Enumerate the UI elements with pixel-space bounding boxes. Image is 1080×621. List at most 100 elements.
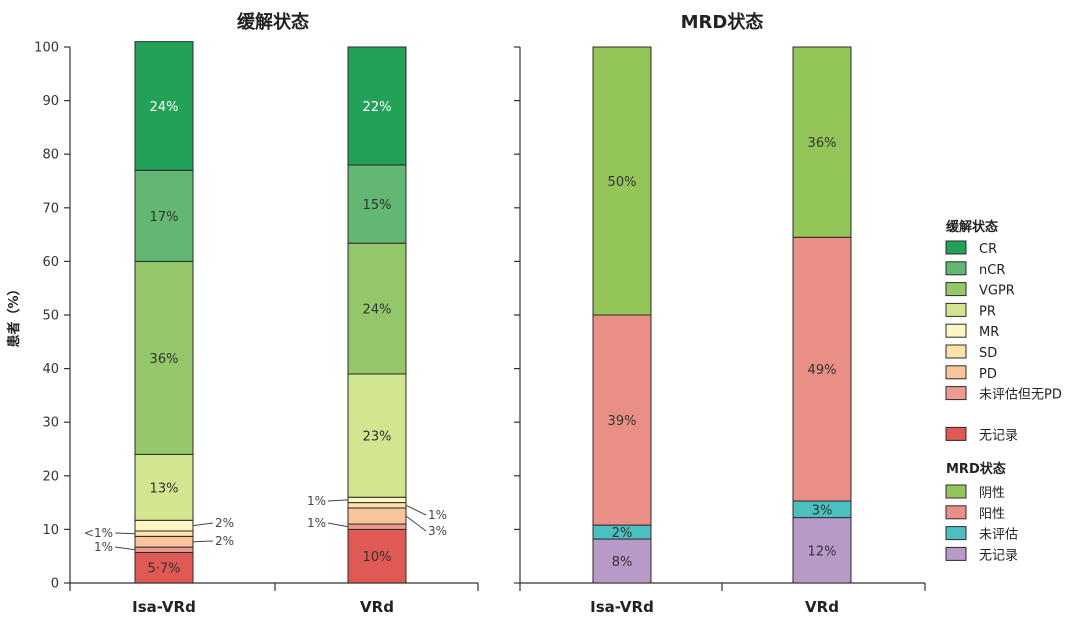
legend-swatch (945, 386, 967, 401)
bar-segment (134, 535, 194, 548)
legend-label: 阳性 (979, 507, 1005, 522)
bar-segment (134, 453, 194, 521)
data-label: 24% (363, 303, 392, 318)
bar-segment (347, 496, 407, 504)
data-label: 5·7% (147, 562, 180, 577)
legend-label: 未评估 (979, 528, 1018, 543)
y-tick-label: 90 (42, 94, 59, 109)
data-label: 1% (307, 494, 326, 508)
bar-segment (134, 546, 194, 553)
data-label: 15% (363, 198, 392, 213)
legend-label: PR (979, 304, 996, 319)
x-category-label: VRd (805, 598, 839, 616)
legend-label: SD (979, 346, 997, 361)
label-leader-line (114, 532, 136, 535)
y-tick-label: 50 (42, 309, 59, 324)
legend-swatch (945, 365, 967, 380)
legend-swatch (945, 546, 967, 561)
y-tick-label: 60 (42, 255, 59, 270)
bar-segment (347, 507, 407, 525)
legend-label: PD (979, 367, 997, 382)
bar-segment (347, 523, 407, 530)
legend-label: nCR (979, 263, 1005, 278)
y-tick-label: 0 (51, 577, 59, 592)
data-label: 8% (612, 555, 633, 570)
data-label: 12% (808, 544, 837, 559)
mrd-status-panel: MRD状态 Isa-VRd VRd 8% 2% 39% 50% 12% 3% 49% 36% (514, 11, 926, 616)
data-label: 2% (215, 516, 234, 530)
bar-segment (592, 538, 652, 584)
label-leader-line (405, 515, 427, 532)
legend: 缓解状态 CR nCR VGPR PR MR SD PD 未评估但无PD 无记录 MRD状态阴性阳性… (945, 219, 1062, 563)
bar-segment (134, 551, 194, 584)
data-label: 39% (608, 414, 637, 429)
data-label: 24% (150, 100, 179, 115)
data-label: 49% (808, 363, 837, 378)
y-tick-label: 40 (42, 362, 59, 377)
label-leader-line (327, 522, 349, 528)
mrd-chart-title: MRD状态 (681, 11, 764, 33)
bar-segment (792, 517, 852, 584)
y-tick-label: 100 (34, 41, 59, 56)
bar-segment (134, 519, 194, 532)
response-status-panel: 缓解状态 患者（%） 0 10 20 30 40 50 60 70 80 90 100 Isa-VRd… (6, 11, 479, 616)
legend-label: 无记录 (979, 428, 1018, 443)
bar-segment (792, 46, 852, 238)
legend-swatch (945, 282, 967, 297)
bar-segment (592, 46, 652, 316)
data-label: 23% (363, 430, 392, 445)
legend-swatch (945, 484, 967, 499)
legend-group-title: MRD状态 (946, 461, 1006, 477)
label-leader-line (405, 504, 427, 516)
bar-segment (347, 46, 407, 166)
label-leader-line (192, 540, 214, 543)
legend-swatch (945, 344, 967, 359)
data-label: 3% (428, 524, 447, 538)
legend-swatch (945, 526, 967, 541)
data-label: 50% (608, 175, 637, 190)
response-chart-title: 缓解状态 (237, 11, 309, 33)
legend-swatch (945, 261, 967, 276)
data-label: 2% (215, 534, 234, 548)
bar-segment (347, 528, 407, 584)
bar-segment (347, 502, 407, 509)
data-label: 22% (363, 100, 392, 115)
legend-swatch (945, 302, 967, 317)
y-tick-label: 80 (42, 148, 59, 163)
y-tick-label: 70 (42, 201, 59, 216)
label-leader-line (114, 546, 136, 551)
data-label: 36% (808, 136, 837, 151)
legend-label: 无记录 (979, 548, 1018, 563)
legend-group-title: 缓解状态 (946, 219, 998, 235)
data-label: 1% (307, 516, 326, 530)
label-leader-line (327, 499, 349, 502)
y-axis-label: 患者（%） (6, 282, 22, 347)
bar-segment (134, 260, 194, 455)
legend-swatch (945, 240, 967, 255)
bar-segment (134, 41, 194, 171)
legend-label: 未评估但无PD (979, 388, 1062, 403)
legend-label: MR (979, 325, 999, 340)
bar-segment (347, 242, 407, 375)
bar-segment (592, 314, 652, 526)
legend-label: 阴性 (979, 486, 1005, 501)
data-label: 2% (612, 526, 633, 541)
bar-segment (134, 169, 194, 262)
data-label: 3% (812, 503, 833, 518)
data-label: 17% (150, 210, 179, 225)
x-category-label: Isa-VRd (590, 598, 654, 616)
x-category-label: VRd (360, 598, 394, 616)
x-category-label: Isa-VRd (132, 598, 196, 616)
data-label: 1% (428, 508, 447, 522)
bar-segment (792, 236, 852, 502)
bar-segment (347, 164, 407, 244)
y-tick-label: 10 (42, 523, 59, 538)
legend-swatch (945, 505, 967, 520)
bar-segment (134, 530, 194, 537)
data-label: <1% (84, 526, 113, 540)
y-tick-label: 30 (42, 416, 59, 431)
data-label: 10% (363, 550, 392, 565)
legend-swatch (945, 323, 967, 338)
data-label: 1% (94, 540, 113, 554)
